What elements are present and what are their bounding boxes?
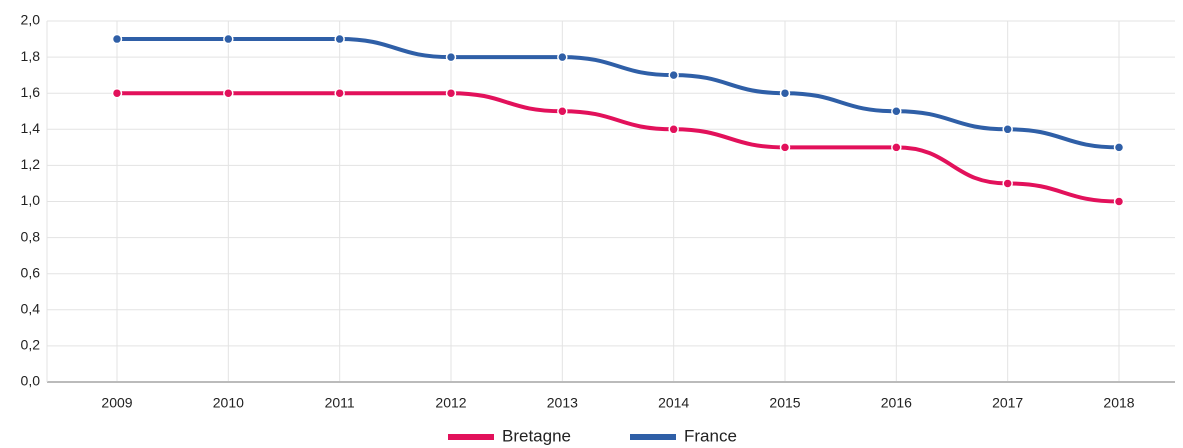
data-point — [223, 33, 234, 45]
y-tick-label: 0,0 — [21, 373, 41, 389]
y-tick-label: 1,4 — [21, 120, 41, 136]
data-point — [668, 69, 679, 81]
x-tick-label: 2018 — [1103, 395, 1134, 411]
data-point — [111, 87, 123, 99]
y-tick-label: 1,2 — [21, 156, 41, 172]
data-point — [1113, 196, 1125, 207]
y-tick-label: 1,6 — [21, 84, 41, 100]
data-point — [1002, 178, 1013, 189]
x-tick-label: 2012 — [435, 395, 466, 411]
data-point — [891, 142, 902, 153]
data-point — [668, 124, 679, 135]
data-point — [334, 33, 345, 45]
x-tick-label: 2014 — [658, 395, 689, 411]
legend-label: France — [684, 426, 737, 445]
legend-label: Bretagne — [502, 426, 571, 445]
series-line — [117, 37, 1120, 150]
x-tick-label: 2011 — [325, 395, 355, 411]
y-tick-label: 1,0 — [21, 192, 41, 208]
data-point — [334, 87, 345, 99]
data-point — [891, 106, 902, 117]
x-tick-label: 2017 — [992, 395, 1023, 411]
data-point — [557, 51, 568, 63]
x-tick-label: 2009 — [101, 395, 132, 411]
series-line — [117, 91, 1120, 204]
data-point — [111, 33, 123, 45]
data-point — [445, 87, 457, 99]
data-point — [557, 106, 568, 117]
y-tick-label: 0,8 — [21, 228, 41, 244]
data-point — [445, 51, 457, 63]
data-point — [1113, 142, 1125, 153]
y-tick-label: 2,0 — [21, 12, 41, 28]
data-point — [1002, 124, 1013, 135]
x-tick-label: 2016 — [881, 395, 912, 411]
y-tick-label: 1,8 — [21, 48, 41, 64]
x-tick-label: 2010 — [213, 395, 244, 411]
y-tick-label: 0,2 — [21, 337, 41, 353]
x-tick-label: 2013 — [547, 395, 578, 411]
data-point — [779, 87, 791, 99]
data-point — [779, 142, 791, 153]
y-tick-label: 0,4 — [21, 301, 41, 317]
data-point — [223, 87, 234, 99]
y-tick-label: 0,6 — [21, 264, 41, 280]
x-tick-label: 2015 — [769, 395, 800, 411]
